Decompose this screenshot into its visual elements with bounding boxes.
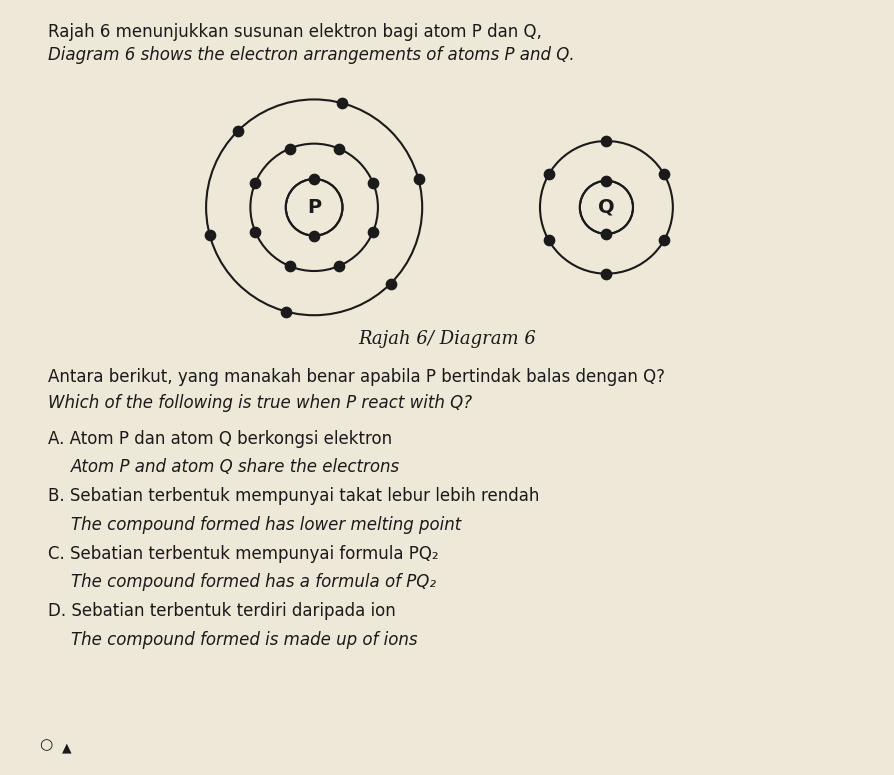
- Point: [332, 143, 346, 155]
- Point: [599, 174, 613, 187]
- Point: [307, 229, 321, 242]
- Point: [335, 97, 350, 109]
- Text: Q: Q: [598, 198, 615, 217]
- Text: Rajah 6 menunjukkan susunan elektron bagi atom P dan Q,: Rajah 6 menunjukkan susunan elektron bag…: [48, 23, 543, 41]
- Text: The compound formed has lower melting point: The compound formed has lower melting po…: [71, 515, 460, 533]
- Text: A. Atom P dan atom Q berkongsi elektron: A. Atom P dan atom Q berkongsi elektron: [48, 429, 392, 448]
- Text: ▲: ▲: [62, 741, 72, 754]
- Point: [366, 226, 380, 238]
- Point: [657, 168, 671, 181]
- Text: The compound formed is made up of ions: The compound formed is made up of ions: [71, 631, 417, 649]
- Text: C. Sebatian terbentuk mempunyai formula PQ₂: C. Sebatian terbentuk mempunyai formula …: [48, 545, 439, 563]
- Text: Diagram 6 shows the electron arrangements of atoms P and Q.: Diagram 6 shows the electron arrangement…: [48, 46, 575, 64]
- Point: [203, 229, 217, 242]
- Point: [599, 267, 613, 280]
- Point: [279, 305, 293, 318]
- Point: [231, 125, 245, 137]
- Text: Atom P and atom Q share the electrons: Atom P and atom Q share the electrons: [71, 458, 400, 476]
- Point: [384, 277, 398, 290]
- Point: [307, 173, 321, 185]
- Point: [283, 260, 297, 272]
- Text: Antara berikut, yang manakah benar apabila P bertindak balas dengan Q?: Antara berikut, yang manakah benar apabi…: [48, 368, 665, 386]
- Point: [332, 260, 346, 272]
- Text: The compound formed has a formula of PQ₂: The compound formed has a formula of PQ₂: [71, 573, 435, 591]
- Point: [248, 177, 262, 189]
- Point: [248, 226, 262, 238]
- Point: [542, 234, 556, 246]
- Point: [599, 228, 613, 240]
- Point: [366, 177, 380, 189]
- Text: D. Sebatian terbentuk terdiri daripada ion: D. Sebatian terbentuk terdiri daripada i…: [48, 602, 396, 620]
- Point: [542, 168, 556, 181]
- Point: [599, 135, 613, 147]
- Text: Rajah 6/ Diagram 6: Rajah 6/ Diagram 6: [358, 330, 536, 348]
- Text: Which of the following is true when P react with Q?: Which of the following is true when P re…: [48, 394, 473, 412]
- Point: [283, 143, 297, 155]
- Point: [411, 173, 426, 185]
- Text: ○: ○: [39, 737, 53, 752]
- Text: B. Sebatian terbentuk mempunyai takat lebur lebih rendah: B. Sebatian terbentuk mempunyai takat le…: [48, 487, 540, 505]
- Point: [657, 234, 671, 246]
- Text: P: P: [307, 198, 321, 217]
